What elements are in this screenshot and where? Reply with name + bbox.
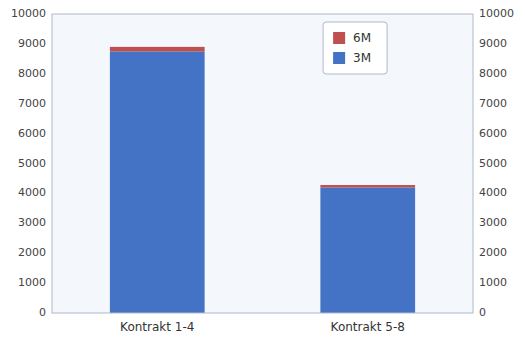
y2-tick-label: 9000	[479, 37, 507, 50]
y-tick-label: 7000	[18, 97, 46, 110]
chart-container: 0 1000 2000 3000 4000 5000 6000 7000 8000 9000 100…	[0, 0, 525, 349]
y-tick-label: 6000	[18, 127, 46, 140]
y-tick-label: 1000	[18, 276, 46, 289]
y-tick-label: 10000	[11, 7, 46, 20]
y2-tick-label: 5000	[479, 157, 507, 170]
legend-swatch	[333, 52, 345, 64]
y-tick-label: 4000	[18, 186, 46, 199]
legend-label: 6M	[353, 31, 371, 45]
bar-segment	[110, 47, 205, 51]
legend-box	[323, 22, 387, 74]
x-tick-label: Kontrakt 5-8	[331, 320, 405, 334]
bar-segment	[320, 187, 415, 313]
bars	[110, 47, 415, 313]
y2-tick-label: 3000	[479, 216, 507, 229]
y-tick-label: 2000	[18, 246, 46, 259]
y2-tick-label: 10000	[479, 7, 514, 20]
y-tick-label: 0	[39, 306, 46, 319]
y-tick-label: 5000	[18, 157, 46, 170]
x-tick-label: Kontrakt 1-4	[120, 320, 194, 334]
y2-tick-label: 4000	[479, 186, 507, 199]
y-tick-label: 3000	[18, 216, 46, 229]
bar-segment	[320, 185, 415, 187]
legend: 6M3M	[323, 22, 387, 74]
y-tick-label: 8000	[18, 67, 46, 80]
legend-swatch	[333, 32, 345, 44]
y2-tick-label: 7000	[479, 97, 507, 110]
chart-svg: 0 1000 2000 3000 4000 5000 6000 7000 8000 9000 100…	[0, 0, 525, 349]
y2-tick-label: 6000	[479, 127, 507, 140]
plot-background	[52, 14, 473, 313]
legend-label: 3M	[353, 51, 371, 65]
y2-tick-label: 8000	[479, 67, 507, 80]
y2-tick-label: 0	[479, 306, 486, 319]
bar-segment	[110, 51, 205, 313]
y-tick-label: 9000	[18, 37, 46, 50]
y2-tick-label: 2000	[479, 246, 507, 259]
y2-tick-label: 1000	[479, 276, 507, 289]
plot-frame	[52, 14, 473, 313]
